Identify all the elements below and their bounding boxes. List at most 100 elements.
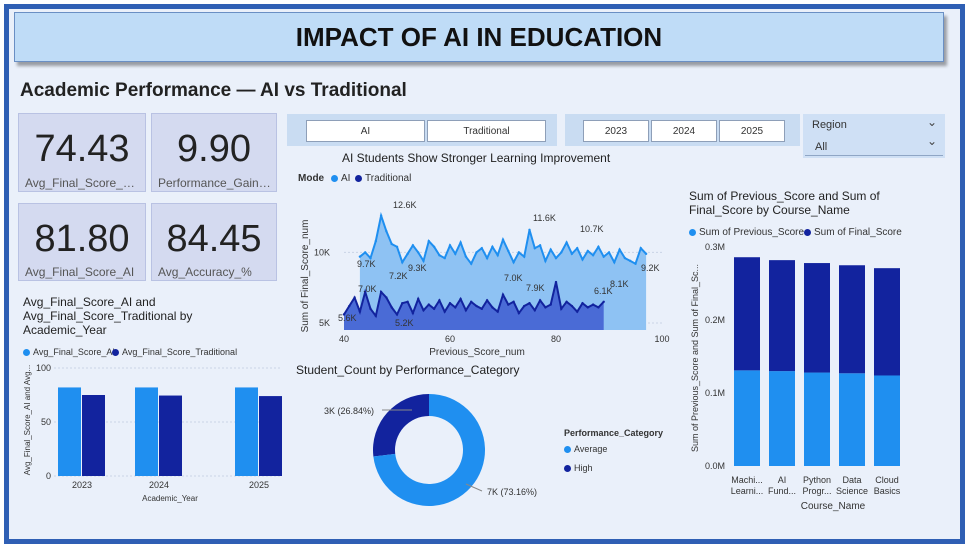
mode-option-traditional[interactable]: Traditional xyxy=(427,120,546,142)
previous-score-bar[interactable] xyxy=(734,370,760,466)
previous-score-bar[interactable] xyxy=(769,371,795,466)
ai-point[interactable] xyxy=(432,245,436,248)
ai-point[interactable] xyxy=(581,258,584,261)
traditional-point[interactable] xyxy=(528,302,531,305)
traditional-point[interactable] xyxy=(454,306,457,309)
traditional-point[interactable] xyxy=(560,307,563,311)
legend-avg-traditional[interactable]: Avg_Final_Score_Traditional xyxy=(112,347,237,357)
donut-slice-high[interactable] xyxy=(373,394,429,457)
year-option-2023[interactable]: 2023 xyxy=(583,120,649,142)
ai-point[interactable] xyxy=(485,256,489,260)
ai-point[interactable] xyxy=(528,228,531,232)
traditional-point[interactable] xyxy=(554,280,558,284)
ai-point[interactable] xyxy=(507,249,510,253)
traditional-point[interactable] xyxy=(459,297,462,301)
ai-point[interactable] xyxy=(369,256,372,260)
traditional-point[interactable] xyxy=(374,314,377,318)
ai-point[interactable] xyxy=(448,244,452,247)
traditional-point[interactable] xyxy=(443,310,446,313)
previous-score-bar[interactable] xyxy=(874,375,900,466)
final-score-bar[interactable] xyxy=(839,265,865,374)
ai-point[interactable] xyxy=(358,255,362,258)
ai-point[interactable] xyxy=(576,246,579,250)
traditional-point[interactable] xyxy=(549,303,552,306)
ai-point[interactable] xyxy=(597,245,600,248)
final-score-bar[interactable] xyxy=(734,257,760,371)
traditional-point[interactable] xyxy=(438,299,441,302)
ai-bar[interactable] xyxy=(135,387,158,476)
line-chart[interactable]: 40 60 80 100 5K 10K Previous_Score_num Sum of… xyxy=(290,188,675,363)
mode-option-ai[interactable]: AI xyxy=(306,120,425,142)
ai-point[interactable] xyxy=(438,254,441,257)
ai-point[interactable] xyxy=(644,252,648,256)
year-bar-chart[interactable]: 2023 2024 2025 0 50 100 Academic_Year Avg_Fin… xyxy=(18,360,288,510)
ai-point[interactable] xyxy=(544,259,547,263)
ai-point[interactable] xyxy=(385,230,388,233)
ai-point[interactable] xyxy=(464,255,468,258)
ai-point[interactable] xyxy=(570,252,574,256)
traditional-point[interactable] xyxy=(507,303,510,306)
traditional-point[interactable] xyxy=(501,293,505,296)
traditional-point[interactable] xyxy=(591,303,595,306)
traditional-bar[interactable] xyxy=(259,396,282,476)
traditional-point[interactable] xyxy=(411,311,415,315)
traditional-point[interactable] xyxy=(385,296,388,299)
kpi-card-accuracy[interactable]: 84.45 Avg_Accuracy_% xyxy=(151,203,277,281)
traditional-point[interactable] xyxy=(358,310,362,313)
ai-point[interactable] xyxy=(411,244,415,247)
traditional-point[interactable] xyxy=(417,297,420,301)
ai-point[interactable] xyxy=(501,238,505,241)
traditional-point[interactable] xyxy=(348,304,351,308)
ai-point[interactable] xyxy=(629,259,632,263)
previous-score-bar[interactable] xyxy=(839,373,865,466)
year-option-2024[interactable]: 2024 xyxy=(651,120,717,142)
ai-point[interactable] xyxy=(549,248,552,251)
traditional-point[interactable] xyxy=(401,302,404,305)
legend-avg-ai[interactable]: Avg_Final_Score_AI xyxy=(23,347,115,357)
ai-point[interactable] xyxy=(618,248,621,251)
ai-point[interactable] xyxy=(512,261,515,264)
previous-score-bar[interactable] xyxy=(804,372,830,466)
traditional-point[interactable] xyxy=(470,300,473,303)
ai-point[interactable] xyxy=(623,256,627,260)
ai-point[interactable] xyxy=(517,251,521,254)
kpi-card-ai[interactable]: 81.80 Avg_Final_Score_AI xyxy=(18,203,146,281)
traditional-point[interactable] xyxy=(496,310,499,313)
region-dropdown[interactable]: All ⌄ xyxy=(805,134,943,156)
legend-ai[interactable]: AI xyxy=(331,173,350,184)
legend-high[interactable]: High xyxy=(564,463,593,473)
collapse-icon[interactable]: ⌄ xyxy=(926,115,937,129)
traditional-point[interactable] xyxy=(369,307,372,311)
ai-bar[interactable] xyxy=(58,387,81,476)
traditional-point[interactable] xyxy=(379,290,383,294)
traditional-point[interactable] xyxy=(581,302,584,305)
traditional-point[interactable] xyxy=(422,309,425,312)
donut-chart[interactable]: 3K (26.84%) 7K (73.16%) xyxy=(300,385,560,515)
traditional-point[interactable] xyxy=(353,296,356,299)
traditional-point[interactable] xyxy=(586,306,589,309)
legend-traditional[interactable]: Traditional xyxy=(355,173,411,184)
traditional-point[interactable] xyxy=(480,307,483,311)
ai-point[interactable] xyxy=(401,261,404,264)
ai-point[interactable] xyxy=(470,262,473,265)
kpi-card-traditional[interactable]: 74.43 Avg_Final_Score_Tra... xyxy=(18,113,146,192)
final-score-bar[interactable] xyxy=(769,260,795,372)
ai-point[interactable] xyxy=(480,246,483,250)
ai-point[interactable] xyxy=(586,249,589,253)
ai-point[interactable] xyxy=(607,251,611,254)
traditional-point[interactable] xyxy=(602,300,605,303)
ai-point[interactable] xyxy=(538,244,542,247)
ai-point[interactable] xyxy=(639,246,642,250)
ai-point[interactable] xyxy=(417,251,420,254)
ai-point[interactable] xyxy=(523,255,526,258)
traditional-point[interactable] xyxy=(512,300,515,303)
ai-point[interactable] xyxy=(496,254,499,257)
traditional-point[interactable] xyxy=(538,299,542,302)
traditional-point[interactable] xyxy=(485,299,489,302)
traditional-point[interactable] xyxy=(565,300,568,303)
kpi-card-gain[interactable]: 9.90 Performance_Gain_% xyxy=(151,113,277,192)
traditional-bar[interactable] xyxy=(159,395,182,476)
traditional-point[interactable] xyxy=(432,307,436,311)
legend-final-score[interactable]: Sum of Final_Score xyxy=(804,227,902,238)
